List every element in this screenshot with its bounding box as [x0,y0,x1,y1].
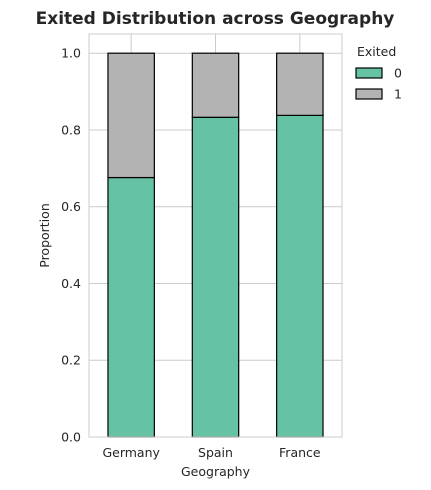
x-tick-labels: Germany Spain France [102,445,320,460]
y-tick-label: 0.0 [61,430,81,445]
bar-spain-exited-1 [191,52,240,118]
bar-spain-exited-0 [191,116,240,438]
bar-france-exited-1 [276,52,324,116]
y-axis-label: Proportion [37,203,52,268]
legend-label-1: 1 [394,87,402,102]
legend-swatch-1 [355,88,383,100]
x-tick-label: France [279,445,321,460]
bar-germany-exited-1 [107,52,155,179]
x-tick-label: Germany [102,445,160,460]
y-tick-label: 0.2 [61,353,81,368]
chart-title: Exited Distribution across Geography [36,9,395,29]
y-tick-label: 0.8 [61,122,81,137]
x-tick-label: Spain [198,445,233,460]
y-tick-label: 0.6 [61,199,81,214]
x-axis-label: Geography [181,464,251,479]
bar-germany-exited-0 [107,176,155,438]
legend: Exited 0 1 [355,44,402,102]
y-tick-label: 1.0 [61,46,81,61]
legend-label-0: 0 [394,66,402,81]
y-tick-labels: 0.0 0.2 0.4 0.6 0.8 1.0 [61,46,81,445]
y-tick-label: 0.4 [61,276,81,291]
bar-france-exited-0 [276,114,324,438]
plot-frame [88,33,343,438]
bars [107,52,324,438]
legend-title: Exited [357,44,396,59]
legend-swatch-0 [355,67,383,79]
